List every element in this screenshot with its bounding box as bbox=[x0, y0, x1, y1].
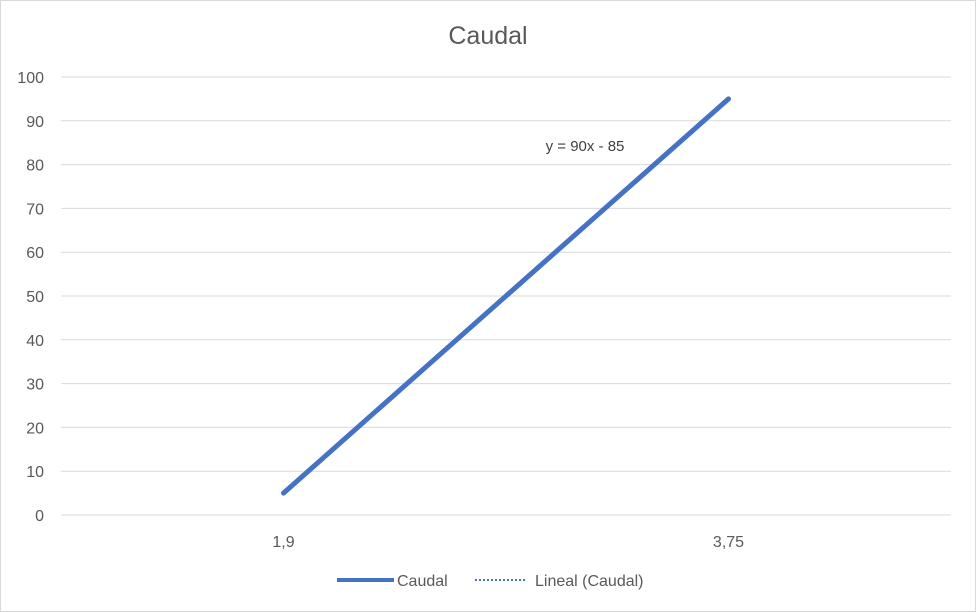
y-tick-label: 0 bbox=[35, 508, 44, 525]
y-tick-label: 90 bbox=[26, 114, 44, 131]
y-tick-label: 20 bbox=[26, 420, 44, 437]
y-tick-label: 80 bbox=[26, 158, 44, 175]
gridlines bbox=[61, 76, 951, 516]
y-tick-label: 30 bbox=[26, 377, 44, 394]
y-axis-ticks: 0 10 20 30 40 50 60 70 80 90 100 bbox=[17, 70, 44, 525]
y-tick-label: 50 bbox=[26, 289, 44, 306]
legend: Caudal Lineal (Caudal) bbox=[337, 573, 644, 590]
x-tick-label: 3,75 bbox=[713, 534, 744, 551]
trendline-equation-label: y = 90x - 85 bbox=[546, 138, 625, 155]
x-tick-label: 1,9 bbox=[272, 534, 294, 551]
legend-label-trendline: Lineal (Caudal) bbox=[535, 573, 644, 590]
chart-title: Caudal bbox=[448, 22, 527, 50]
x-axis-ticks: 1,9 3,75 bbox=[272, 534, 744, 551]
y-tick-label: 40 bbox=[26, 333, 44, 350]
trendline bbox=[282, 98, 730, 494]
y-tick-label: 70 bbox=[26, 201, 44, 218]
legend-label-caudal: Caudal bbox=[397, 573, 448, 590]
series-group bbox=[281, 96, 731, 496]
y-tick-label: 60 bbox=[26, 245, 44, 262]
y-tick-label: 100 bbox=[17, 70, 44, 87]
y-tick-label: 10 bbox=[26, 464, 44, 481]
